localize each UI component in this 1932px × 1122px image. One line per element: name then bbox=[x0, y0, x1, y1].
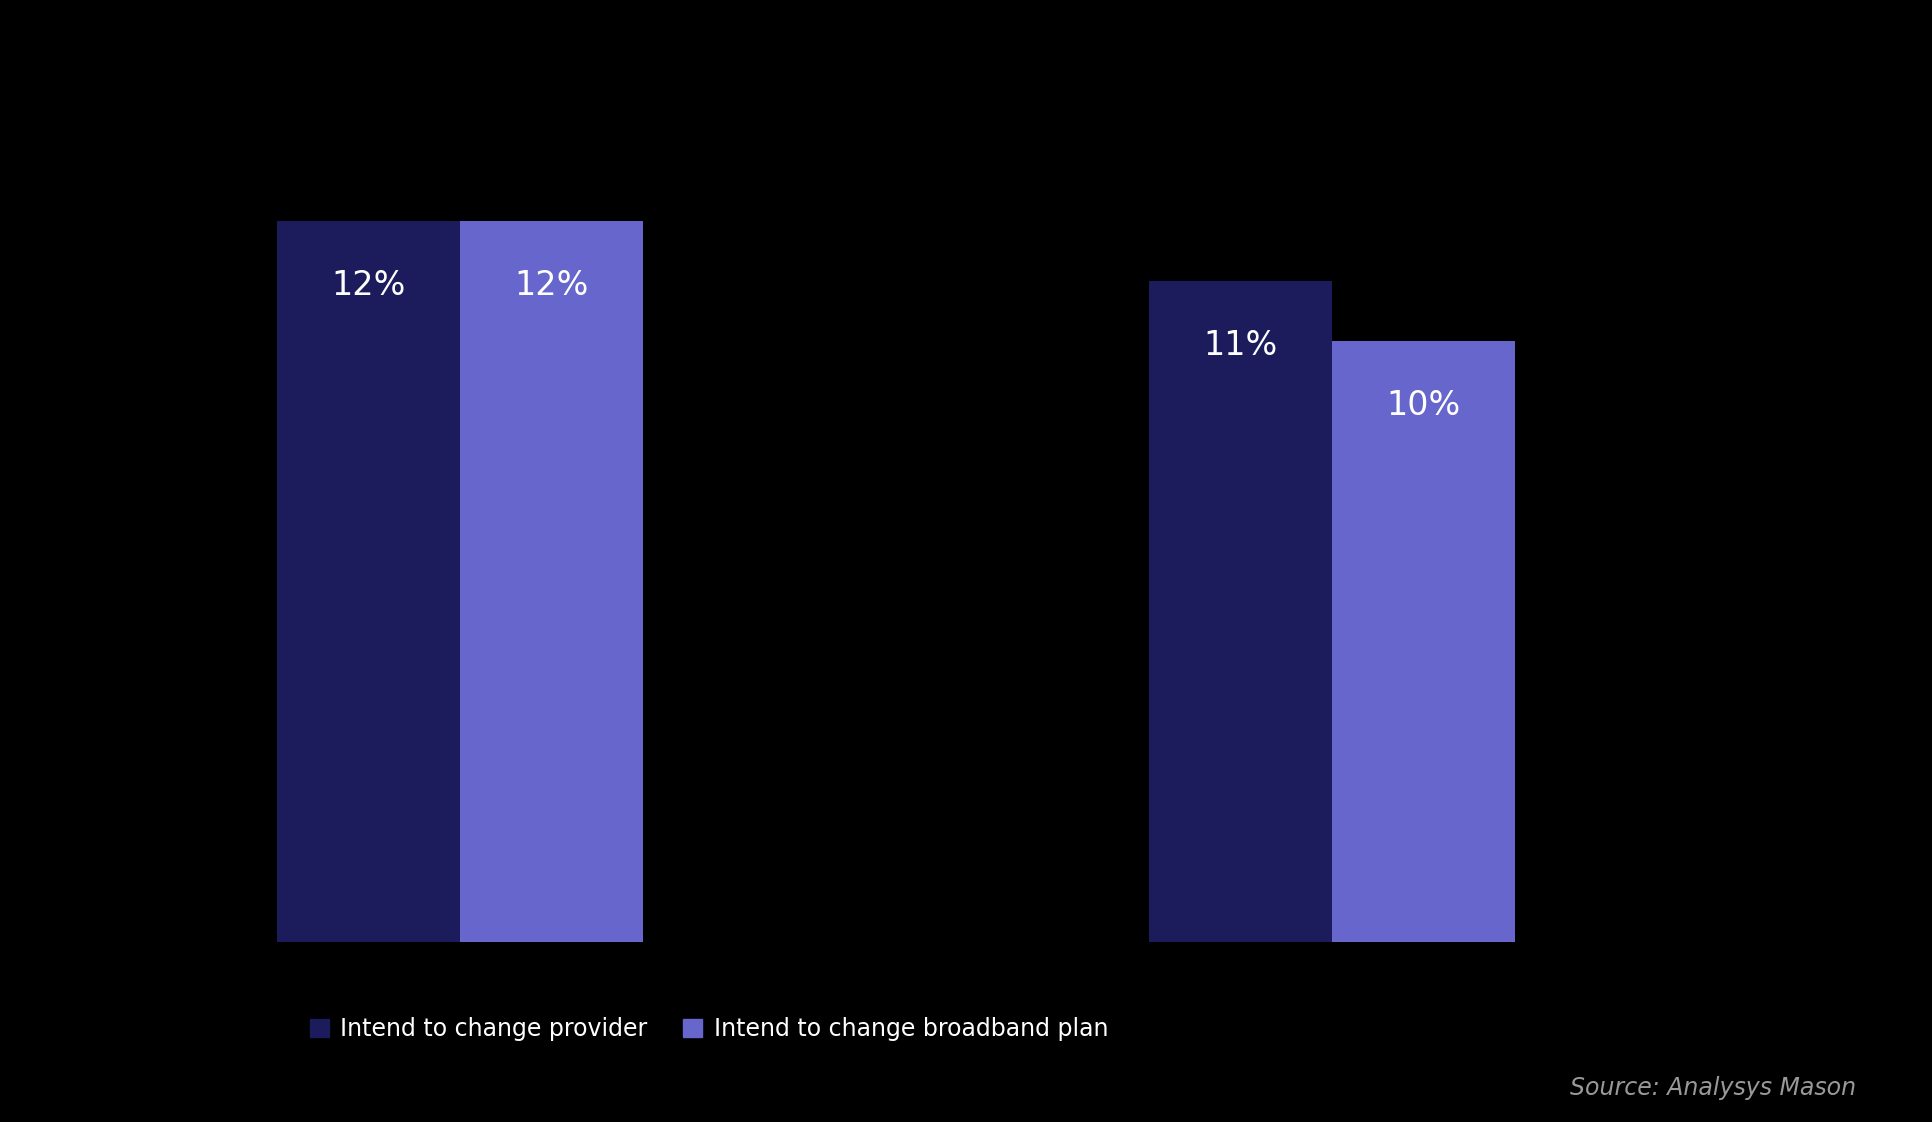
Legend: Intend to change provider, Intend to change broadband plan: Intend to change provider, Intend to cha… bbox=[303, 1010, 1115, 1048]
Text: 12%: 12% bbox=[330, 269, 406, 302]
Text: 10%: 10% bbox=[1385, 389, 1461, 423]
Text: 12%: 12% bbox=[514, 269, 589, 302]
Bar bbox=[1148, 282, 1331, 942]
Bar bbox=[276, 221, 460, 942]
Text: 11%: 11% bbox=[1204, 330, 1277, 362]
Bar bbox=[460, 221, 643, 942]
Bar bbox=[1331, 341, 1515, 942]
Text: Source: Analysys Mason: Source: Analysys Mason bbox=[1569, 1076, 1855, 1100]
